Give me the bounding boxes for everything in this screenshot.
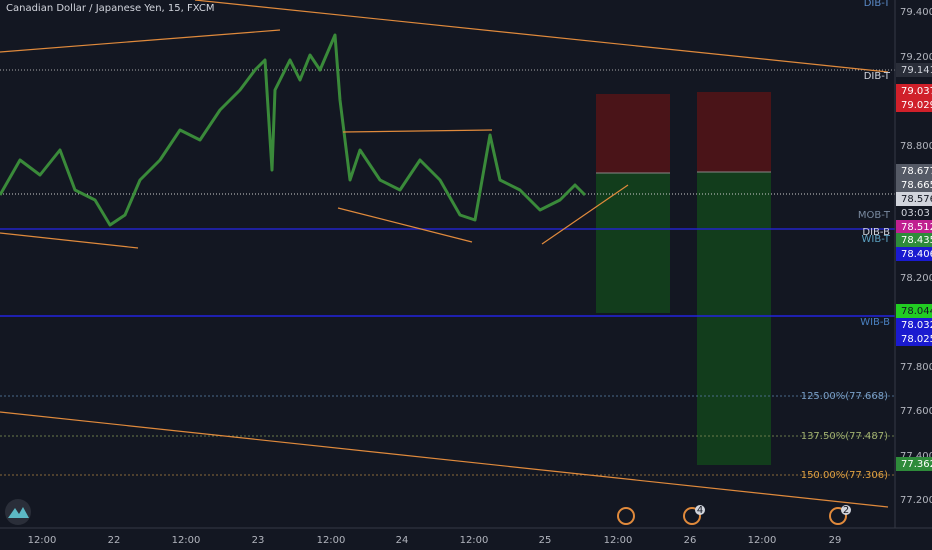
stop-zone bbox=[596, 94, 670, 173]
fib-label: 125.00%(77.668) bbox=[801, 391, 888, 402]
price-tag bbox=[896, 206, 932, 220]
price-tag bbox=[896, 98, 932, 112]
price-tag-label: 78.032 bbox=[901, 320, 932, 331]
time-label: 12:00 bbox=[28, 535, 57, 546]
time-label: 29 bbox=[829, 535, 842, 546]
level-label: WIB-B bbox=[860, 317, 890, 328]
time-label: 26 bbox=[684, 535, 697, 546]
time-label: 12:00 bbox=[748, 535, 777, 546]
level-label: MOB-T bbox=[858, 210, 891, 221]
time-label: 22 bbox=[108, 535, 121, 546]
event-icon bbox=[617, 507, 635, 525]
logo bbox=[5, 499, 31, 525]
target-zone bbox=[596, 173, 670, 313]
time-label: 12:00 bbox=[460, 535, 489, 546]
price-label: 79.400 bbox=[900, 7, 932, 18]
price-label: 77.600 bbox=[900, 406, 932, 417]
target-zone bbox=[697, 172, 771, 465]
time-label: 12:00 bbox=[172, 535, 201, 546]
price-tag bbox=[896, 318, 932, 332]
stop-zone bbox=[697, 92, 771, 172]
price-tag-label: 78.044 bbox=[901, 306, 932, 317]
price-tag bbox=[896, 247, 932, 261]
price-tag-label: 78.576 bbox=[901, 194, 932, 205]
fib-label: 150.00%(77.306) bbox=[801, 470, 888, 481]
trend-lines bbox=[0, 0, 889, 508]
price-label: 77.800 bbox=[900, 362, 932, 373]
price-tag bbox=[896, 192, 932, 206]
price-tag-label: 79.141 bbox=[901, 65, 932, 76]
price-tag-label: 78.665 bbox=[901, 180, 932, 191]
price-tag bbox=[896, 233, 932, 247]
price-tag bbox=[896, 84, 932, 98]
price-tag bbox=[896, 63, 932, 77]
event-count: 2 bbox=[843, 505, 849, 516]
price-series bbox=[0, 33, 587, 227]
price-tag-label: 78.435 bbox=[901, 235, 932, 246]
price-tag bbox=[896, 164, 932, 178]
fib-label: 137.50%(77.487) bbox=[801, 431, 888, 442]
price-label: 77.400 bbox=[900, 451, 932, 462]
time-label: 12:00 bbox=[604, 535, 633, 546]
time-label: 25 bbox=[539, 535, 552, 546]
chart-title: Canadian Dollar / Japanese Yen, 15, FXCM bbox=[6, 3, 214, 14]
level-label: DIB-T bbox=[864, 0, 891, 9]
level-label: DIB-T bbox=[864, 71, 891, 82]
event-count: 4 bbox=[697, 505, 703, 516]
logo-mark bbox=[8, 507, 29, 518]
price-tag-label: 77.362 bbox=[901, 459, 932, 470]
price-label: 78.200 bbox=[900, 273, 932, 284]
price-tag bbox=[896, 220, 932, 234]
price-tag-label: 03:03 bbox=[901, 208, 930, 219]
price-tag bbox=[896, 304, 932, 318]
time-label: 24 bbox=[396, 535, 409, 546]
price-tag bbox=[896, 178, 932, 192]
price-label: 79.200 bbox=[900, 52, 932, 63]
price-label: 78.800 bbox=[900, 141, 932, 152]
price-tag bbox=[896, 332, 932, 346]
price-tag-label: 78.512 bbox=[901, 222, 932, 233]
price-tag-label: 78.025 bbox=[901, 334, 932, 345]
price-tag-label: 78.677 bbox=[901, 166, 932, 177]
price-tag-label: 79.029 bbox=[901, 100, 932, 111]
level-label: DIB-B bbox=[862, 227, 890, 238]
price-tag-label: 78.406 bbox=[901, 249, 932, 260]
price-label: 77.200 bbox=[900, 495, 932, 506]
price-tag bbox=[896, 457, 932, 471]
level-label: WIB-T bbox=[862, 234, 891, 245]
price-tag-label: 79.037 bbox=[901, 86, 932, 97]
event-count-bg bbox=[695, 505, 705, 515]
time-label: 23 bbox=[252, 535, 265, 546]
time-label: 12:00 bbox=[317, 535, 346, 546]
event-count-bg bbox=[841, 505, 851, 515]
